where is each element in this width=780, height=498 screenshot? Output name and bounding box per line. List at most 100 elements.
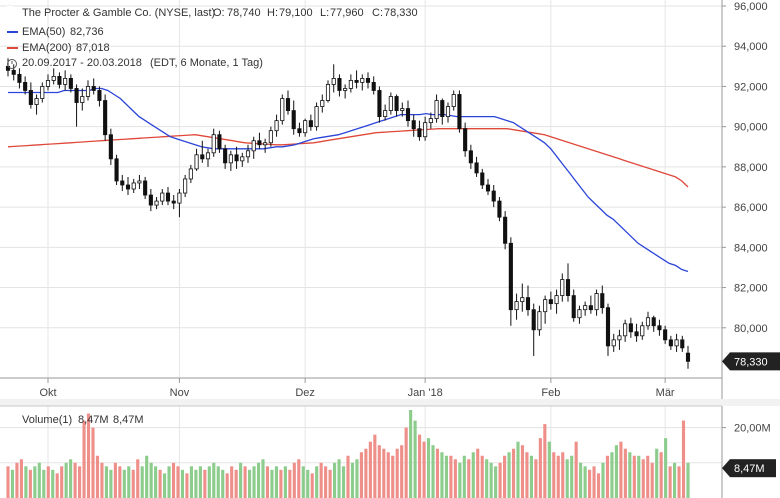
volume-bar bbox=[422, 441, 426, 498]
candle bbox=[148, 194, 153, 206]
ema50-line bbox=[8, 87, 689, 273]
volume-bar bbox=[444, 455, 448, 498]
high-value: 79,100 bbox=[279, 7, 313, 19]
volume-bar bbox=[610, 452, 614, 498]
candle bbox=[628, 323, 633, 333]
candle bbox=[325, 84, 331, 101]
volume-bar bbox=[154, 466, 158, 498]
candle bbox=[120, 180, 125, 186]
candle bbox=[594, 293, 599, 311]
ema200-legend-name: EMA(200) bbox=[22, 42, 72, 54]
volume-bar bbox=[350, 462, 355, 498]
volume-bar bbox=[239, 462, 243, 498]
volume-bar bbox=[118, 466, 122, 498]
candle bbox=[23, 82, 28, 91]
candle bbox=[463, 128, 468, 152]
volume-bar bbox=[261, 459, 265, 498]
volume-bar bbox=[297, 459, 301, 498]
candle bbox=[85, 86, 91, 97]
candle bbox=[537, 311, 542, 331]
volume-bar bbox=[668, 466, 672, 498]
volume-bar bbox=[435, 448, 440, 498]
candle bbox=[40, 86, 45, 99]
volume-bar bbox=[547, 441, 551, 498]
candle bbox=[274, 120, 279, 132]
candle bbox=[371, 82, 376, 91]
volume-bar bbox=[511, 448, 516, 498]
volume-bar bbox=[673, 462, 677, 498]
candle bbox=[560, 279, 565, 296]
volume-bar bbox=[467, 459, 471, 498]
volume-bar bbox=[623, 448, 627, 498]
candle bbox=[234, 154, 239, 162]
candle bbox=[217, 134, 222, 150]
volume-bar bbox=[60, 466, 64, 498]
volume-bar bbox=[37, 462, 41, 498]
volume-bar bbox=[646, 455, 650, 498]
volume-bar bbox=[198, 466, 202, 498]
volume-bar bbox=[391, 455, 395, 498]
candle bbox=[291, 110, 296, 130]
ema200-line bbox=[7, 128, 689, 188]
candle bbox=[640, 325, 645, 337]
volume-bar bbox=[136, 459, 140, 498]
candles-icon bbox=[6, 6, 13, 17]
candle bbox=[80, 96, 85, 103]
volume-bar bbox=[149, 462, 153, 498]
volume-bar bbox=[315, 466, 319, 498]
candle bbox=[417, 128, 422, 138]
candle bbox=[114, 158, 119, 182]
candle bbox=[268, 130, 273, 144]
volume-bar bbox=[368, 441, 372, 498]
volume-bar bbox=[328, 469, 332, 498]
volume-bar bbox=[583, 466, 587, 498]
volume-bar bbox=[520, 445, 525, 498]
candle bbox=[160, 192, 165, 202]
candle bbox=[531, 309, 536, 331]
volume-bar bbox=[485, 459, 489, 498]
low-label: L: bbox=[320, 7, 329, 19]
volume-bar bbox=[605, 455, 610, 498]
volume-bar bbox=[42, 469, 46, 498]
volume-bar bbox=[64, 462, 68, 498]
volume-bar bbox=[534, 459, 538, 498]
volume-bar bbox=[51, 469, 55, 498]
volume-bar bbox=[476, 448, 480, 498]
volume-bar bbox=[619, 441, 623, 498]
candle bbox=[257, 140, 262, 146]
volume-bar bbox=[131, 469, 135, 498]
volume-bar bbox=[216, 466, 220, 498]
ema50-path bbox=[8, 87, 689, 273]
ema200-legend-value: 87,018 bbox=[76, 42, 110, 54]
candle bbox=[394, 96, 399, 111]
candle bbox=[337, 78, 342, 91]
candle bbox=[28, 90, 33, 105]
candle bbox=[103, 100, 108, 136]
volume-bar bbox=[418, 434, 422, 498]
volume-series bbox=[6, 410, 690, 498]
volume-bar bbox=[529, 455, 533, 498]
volume-bar bbox=[306, 469, 310, 498]
volume-bar bbox=[498, 462, 502, 498]
candle bbox=[411, 120, 416, 130]
candle bbox=[663, 329, 668, 341]
volume-bar bbox=[176, 466, 180, 498]
candle bbox=[143, 180, 148, 196]
y-tick-label: 88,000 bbox=[734, 162, 768, 174]
candle bbox=[17, 73, 22, 83]
candle bbox=[428, 118, 433, 124]
candle bbox=[314, 106, 319, 128]
volume-bar bbox=[426, 438, 431, 498]
x-tick-label: Okt bbox=[39, 387, 56, 399]
header: The Procter & Gamble Co. (NYSE, last) O:… bbox=[0, 6, 418, 426]
candle bbox=[520, 297, 525, 303]
volume-bar bbox=[140, 466, 144, 498]
candle bbox=[68, 78, 73, 89]
volume-bar bbox=[480, 455, 484, 498]
volume-bar bbox=[650, 462, 654, 498]
candle bbox=[343, 88, 348, 91]
x-tick-label: Nov bbox=[170, 387, 190, 399]
candle bbox=[445, 106, 451, 118]
candle bbox=[125, 184, 131, 190]
